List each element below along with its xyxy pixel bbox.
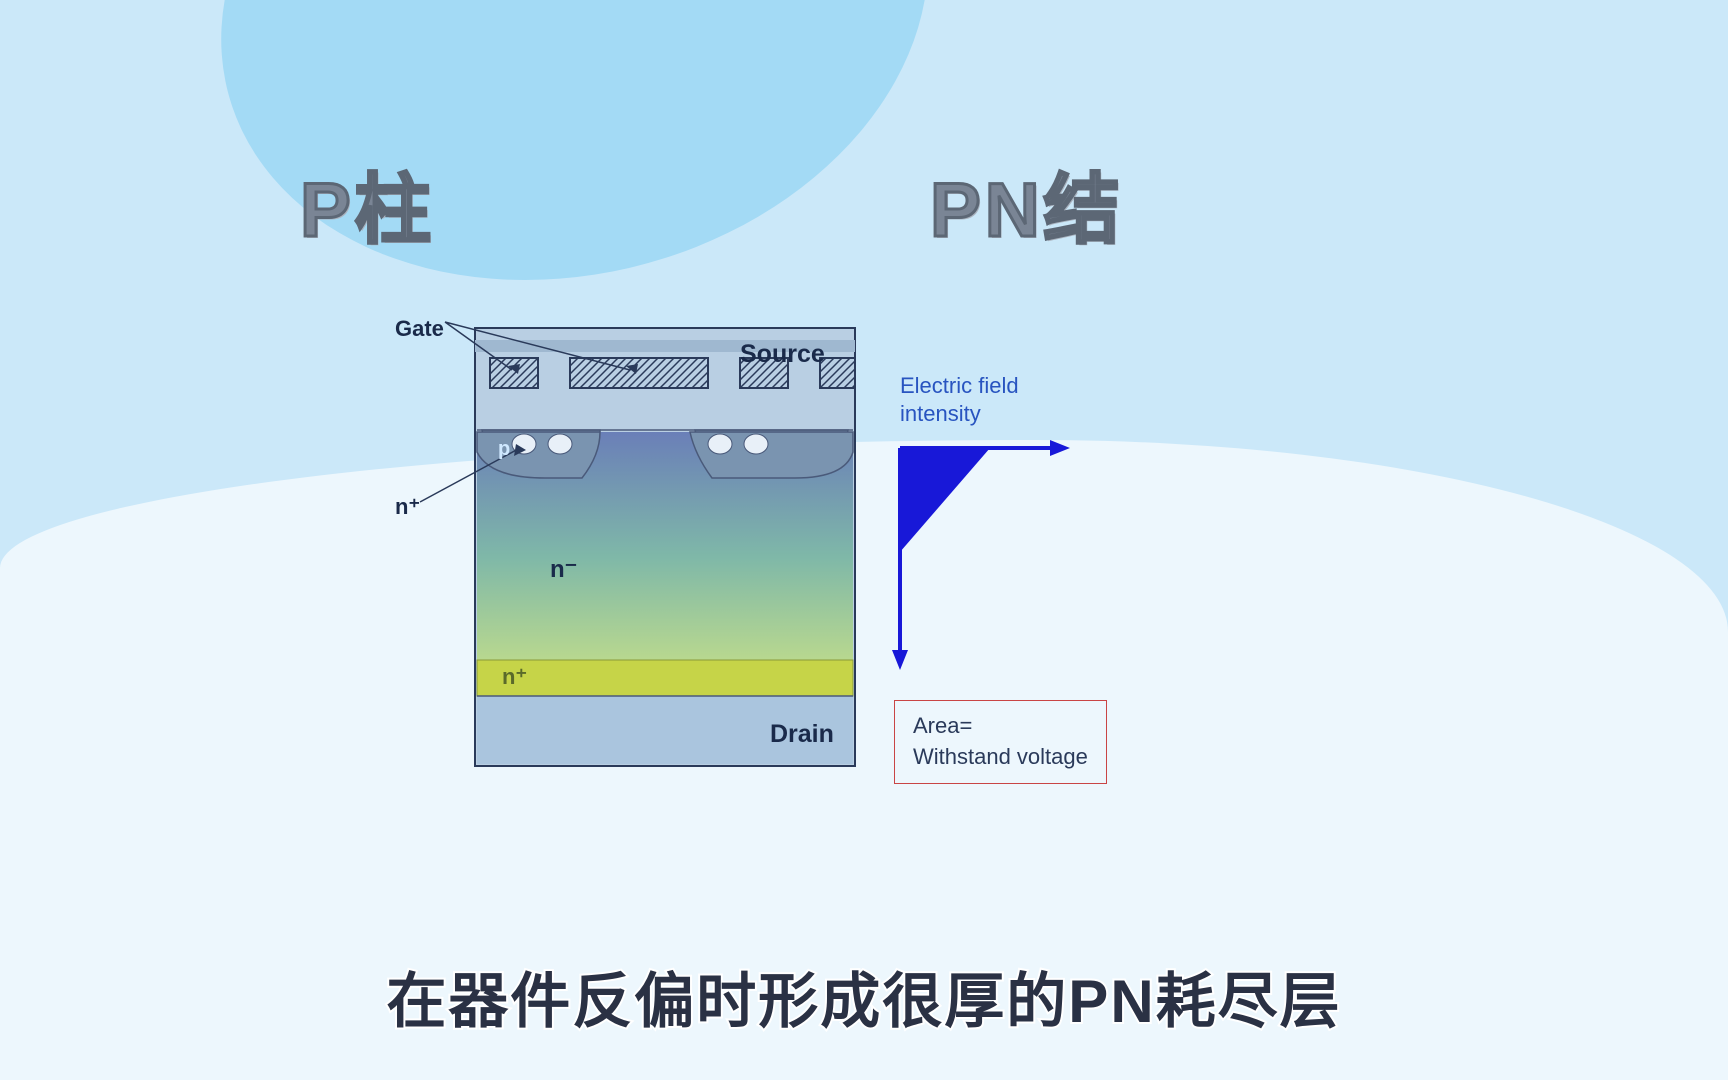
subtitle-caption: 在器件反偏时形成很厚的PN耗尽层 — [0, 953, 1728, 1040]
label-gate: Gate — [395, 316, 444, 342]
label-p-inside: p — [498, 438, 510, 461]
mosfet-diagram — [0, 0, 1728, 1080]
label-drain: Drain — [770, 720, 834, 749]
efield-title: Electric field intensity — [900, 372, 1019, 427]
label-source: Source — [740, 340, 825, 369]
label-nminus: n⁻ — [550, 555, 577, 584]
label-nplus-bottom: n⁺ — [502, 664, 527, 690]
area-voltage-box: Area= Withstand voltage — [894, 700, 1107, 784]
label-nplus-pointer: n⁺ — [395, 494, 420, 520]
